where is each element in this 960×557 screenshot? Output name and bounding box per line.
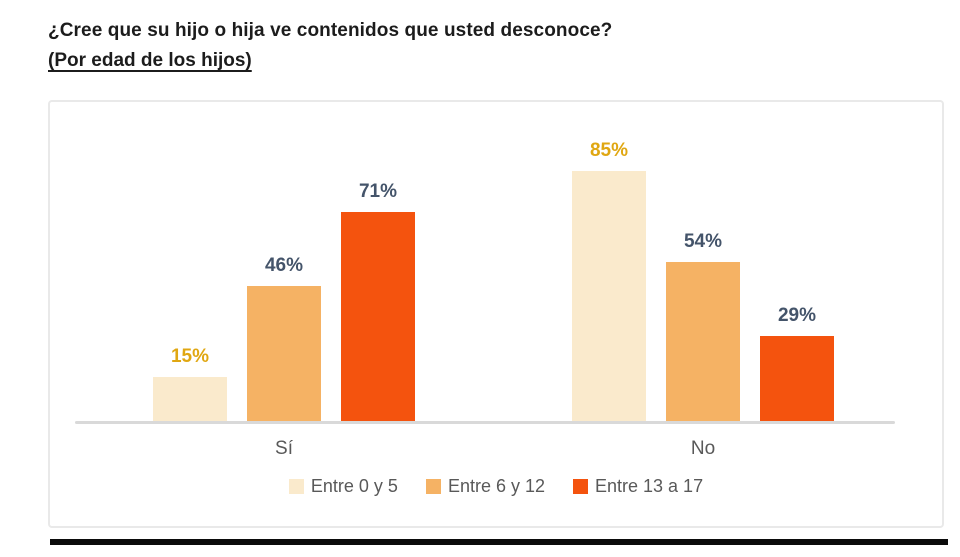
bar-value-label: 29% bbox=[777, 305, 817, 326]
title-block: ¿Cree que su hijo o hija ve contenidos q… bbox=[48, 16, 908, 76]
category-label: No bbox=[690, 438, 716, 459]
bar-value-label: 85% bbox=[589, 140, 629, 161]
legend-swatch-icon bbox=[288, 479, 304, 494]
chart-title: ¿Cree que su hijo o hija ve contenidos q… bbox=[48, 20, 613, 41]
legend-label: Entre 0 y 5 bbox=[310, 476, 398, 496]
bar-value-label: 54% bbox=[683, 231, 723, 252]
bar-column: 46% bbox=[247, 102, 321, 421]
legend-item: Entre 6 y 12 bbox=[425, 476, 545, 497]
bar bbox=[666, 262, 740, 421]
bar-column: 71% bbox=[341, 102, 415, 421]
bottom-rule bbox=[50, 539, 948, 545]
bar bbox=[341, 212, 415, 421]
chart-frame: 15% 46% 71% Sí 85% 54% 29% No Entre 0 y 5 Entre … bbox=[48, 100, 944, 528]
bar-column: 85% bbox=[572, 102, 646, 421]
legend-item: Entre 0 y 5 bbox=[288, 476, 398, 497]
legend-label: Entre 6 y 12 bbox=[447, 476, 545, 496]
bar bbox=[247, 286, 321, 421]
bar-value-label: 15% bbox=[170, 346, 210, 367]
legend-label: Entre 13 a 17 bbox=[595, 476, 704, 496]
bar bbox=[572, 171, 646, 421]
legend: Entre 0 y 5 Entre 6 y 12 Entre 13 a 17 bbox=[50, 476, 942, 497]
legend-item: Entre 13 a 17 bbox=[573, 476, 703, 497]
bar-column: 15% bbox=[153, 102, 227, 421]
legend-swatch-icon bbox=[425, 479, 441, 494]
bar bbox=[760, 336, 834, 421]
bar-group: 15% 46% 71% bbox=[153, 102, 415, 421]
bar bbox=[153, 377, 227, 421]
bar-group: 85% 54% 29% bbox=[572, 102, 834, 421]
category-label: Sí bbox=[275, 438, 293, 459]
bar-column: 29% bbox=[760, 102, 834, 421]
bar-column: 54% bbox=[666, 102, 740, 421]
bar-value-label: 46% bbox=[264, 255, 304, 276]
x-axis-line bbox=[75, 421, 895, 424]
bar-value-label: 71% bbox=[358, 181, 398, 202]
legend-swatch-icon bbox=[573, 479, 588, 494]
chart-subtitle: (Por edad de los hijos) bbox=[48, 50, 252, 71]
